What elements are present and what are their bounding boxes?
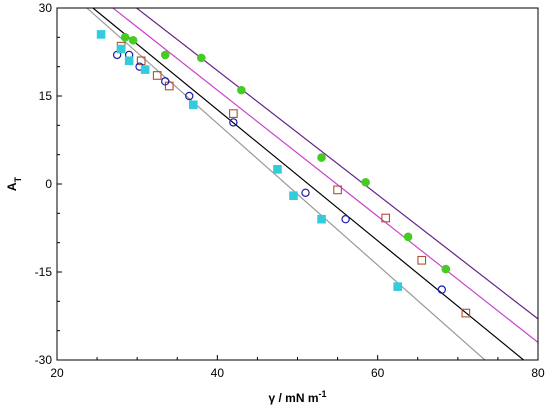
data-point-open-circle <box>437 285 446 294</box>
data-point-filled-circle <box>361 177 370 187</box>
data-point-open-square <box>136 56 146 66</box>
x-axis-label-main: γ / mN m <box>268 391 318 405</box>
data-point-open-square <box>229 109 238 118</box>
data-point-filled-circle <box>403 232 413 242</box>
data-point-filled-square <box>96 30 106 39</box>
data-point-filled-circle <box>120 33 130 42</box>
data-point-filled-square <box>124 56 134 66</box>
data-point-open-square <box>381 213 391 223</box>
data-point-filled-square <box>116 44 126 54</box>
data-point-open-circle <box>185 91 194 101</box>
data-point-filled-square <box>393 282 403 291</box>
y-tick-label: -30 <box>35 353 53 367</box>
data-point-filled-circle <box>237 85 246 95</box>
data-point-filled-square <box>140 65 150 74</box>
fit-line <box>111 8 538 343</box>
data-point-filled-square <box>317 214 326 224</box>
data-point-open-square <box>152 71 162 80</box>
x-axis-label: γ / mN m-1 <box>268 389 326 405</box>
data-point-filled-circle <box>317 153 326 162</box>
fit-line <box>91 8 525 360</box>
data-point-open-circle <box>161 77 170 86</box>
data-point-filled-square <box>273 165 282 174</box>
data-point-open-square <box>417 255 427 265</box>
x-tick-label: 60 <box>371 366 385 380</box>
y-tick-label: 15 <box>39 89 53 103</box>
x-tick-label: 40 <box>211 366 225 380</box>
data-point-filled-circle <box>160 50 170 60</box>
data-point-filled-square <box>188 100 198 110</box>
data-point-open-circle <box>229 118 238 127</box>
data-points <box>96 30 471 318</box>
y-axis-label: AT <box>5 176 23 191</box>
data-point-open-square <box>333 185 342 195</box>
y-tick-label: -15 <box>35 265 53 279</box>
data-point-open-circle <box>341 214 350 224</box>
y-tick-label: 0 <box>45 177 52 191</box>
data-point-open-square <box>461 308 471 318</box>
x-axis-label-superscript: -1 <box>319 389 327 399</box>
data-point-filled-circle <box>128 35 138 45</box>
x-tick-label: 20 <box>50 366 64 380</box>
x-tick-label: 80 <box>531 366 545 380</box>
data-point-open-circle <box>301 188 310 197</box>
data-point-filled-square <box>289 191 298 201</box>
fit-line <box>135 8 538 320</box>
data-point-filled-circle <box>197 53 206 63</box>
axis-ticks: 20 40 60 80 30 15 0 -15 -30 <box>35 1 545 380</box>
y-axis-label-main: A <box>5 182 19 191</box>
y-tick-label: 30 <box>39 1 53 15</box>
y-axis-label-subscript: T <box>13 176 23 182</box>
data-point-filled-circle <box>441 264 451 274</box>
